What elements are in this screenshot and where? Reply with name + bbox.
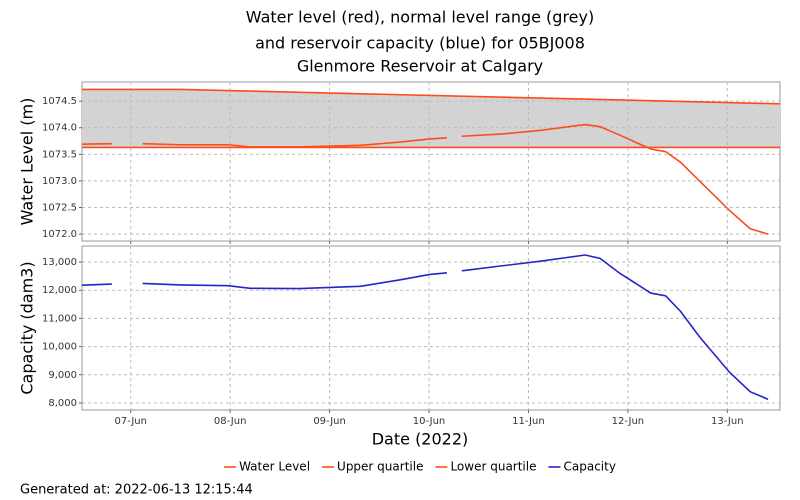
plot-area: [81, 245, 781, 411]
chart-title: Water level (red), normal level range (g…: [246, 8, 594, 27]
series-line: [82, 254, 769, 401]
legend-label: Upper quartile: [337, 460, 423, 474]
x-tick-label: 10-Jun: [413, 416, 446, 427]
legend: Water Level Upper quartile Lower quartile C…: [224, 460, 616, 474]
normal-range-band: [82, 89, 780, 148]
chart-title: Glenmore Reservoir at Calgary: [297, 57, 543, 76]
legend-label: Lower quartile: [450, 460, 536, 474]
y-tick-label: 10,000: [42, 342, 77, 353]
x-tick-label: 07-Jun: [114, 416, 147, 427]
y-tick-label: 12,000: [42, 285, 77, 296]
x-axis-title: Date (2022): [372, 430, 469, 449]
y-tick-label: 1073.5: [42, 149, 77, 160]
chart-title: and reservoir capacity (blue) for 05BJ00…: [255, 34, 585, 53]
y-tick-label: 13,000: [42, 257, 77, 268]
footer: Generated at: 2022-06-13 12:15:44: [20, 483, 253, 498]
x-tick-label: 12-Jun: [612, 416, 645, 427]
y-tick-label: 1074.5: [42, 96, 77, 107]
y-axis-title: Capacity (dam3): [18, 261, 37, 394]
x-tick-label: 11-Jun: [512, 416, 545, 427]
legend-label: Capacity: [563, 460, 615, 474]
y-tick-label: 1073.0: [42, 176, 77, 187]
y-tick-label: 1074.0: [42, 123, 77, 134]
y-tick-label: 11,000: [42, 313, 77, 324]
legend-label: Water Level: [239, 460, 310, 474]
y-tick-label: 8,000: [48, 398, 77, 409]
y-axis-title: Water Level (m): [18, 98, 37, 226]
x-tick-label: 08-Jun: [214, 416, 247, 427]
series-line: [82, 88, 780, 105]
y-tick-label: 9,000: [48, 370, 77, 381]
x-tick-label: 09-Jun: [313, 416, 346, 427]
y-tick-label: 1072.5: [42, 202, 77, 213]
y-tick-label: 1072.0: [42, 229, 77, 240]
x-tick-label: 13-Jun: [711, 416, 744, 427]
